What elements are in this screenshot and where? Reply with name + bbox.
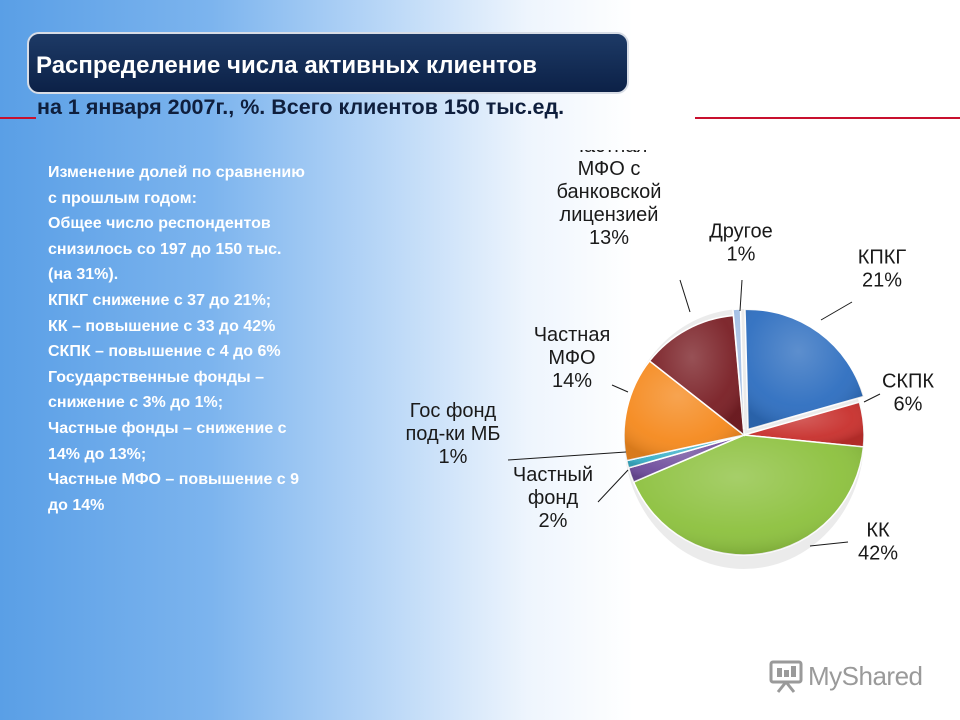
slice-value-label: 13% (589, 227, 629, 249)
title-underline-right (695, 117, 960, 119)
slice-name-label: Частная (571, 150, 648, 157)
pie-chart: КПКГ 21%СКПК 6%КК 42%Частный фонд 2%Гос фонд п… (405, 150, 934, 569)
presentation-board-icon (769, 660, 803, 693)
leader-line (611, 384, 629, 393)
note-line: снижение с 3% до 1%; (48, 394, 224, 412)
slice-name-label: под-ки МБ (405, 423, 500, 445)
pie-slice-shine (624, 360, 744, 461)
slice-name-label: КПКГ (858, 247, 907, 269)
slice-label: Другое 1% (709, 221, 773, 266)
pie-slice-shine (628, 435, 744, 483)
note-line: Государственные фонды – (48, 368, 265, 386)
slice-name-label: Частная (534, 324, 611, 346)
slice-label: Частная МФО 14% (534, 324, 611, 392)
note-line: 14% до 13%; (48, 445, 147, 463)
slice-name-label: МФО с (578, 158, 641, 180)
pie-slice-shine (633, 435, 864, 556)
leader-lines (507, 279, 881, 547)
note-line: Общее число респондентов (48, 215, 271, 233)
title-underline-left (0, 117, 36, 119)
leader-line (597, 469, 629, 503)
slice-value-label: 6% (894, 394, 923, 416)
slice-name-label: СКПК (882, 371, 934, 393)
note-line: до 14% (48, 496, 105, 514)
note-line: (на 31%). (48, 266, 119, 284)
note-line: Частные фонды – снижение с (48, 419, 287, 437)
leader-line (809, 541, 849, 547)
slice-label: СКПК 6% (882, 371, 934, 416)
pie-slice-shine (744, 402, 865, 447)
slice-name-label: фонд (528, 487, 579, 509)
slice-name-label: Частный (513, 464, 593, 486)
pie-slice-shine (649, 315, 744, 435)
leader-line (739, 279, 743, 312)
slice-label: КК 42% (858, 520, 898, 565)
slice-value-label: 1% (439, 446, 468, 468)
pie-slice-shine (745, 309, 864, 430)
slice-value-label: 14% (552, 370, 592, 392)
note-line: с прошлым годом: (48, 189, 197, 207)
note-line: снизилось со 197 до 150 тыс. (48, 240, 282, 258)
slice-value-label: 42% (858, 543, 898, 565)
leader-line (820, 301, 853, 321)
note-line: КПКГ снижение с 37 до 21%; (48, 291, 272, 309)
note-line: СКПК – повышение с 4 до 6% (48, 343, 281, 361)
slice-name-label: МФО (548, 347, 595, 369)
note-line: КК – повышение с 33 до 42% (48, 317, 276, 335)
pie-slice-shine (732, 309, 744, 430)
slice-name-label: Гос фонд (410, 400, 497, 422)
pie-slice-shine (626, 435, 744, 468)
slice-name-label: банковской (557, 181, 662, 203)
slice-name-label: лицензией (560, 204, 659, 226)
slice-label: Частный фонд 2% (513, 464, 593, 532)
slide-subtitle: на 1 января 2007г., %. Всего клиентов 15… (37, 95, 565, 119)
watermark-text: MyShared (808, 660, 923, 691)
slice-value-label: 21% (862, 270, 902, 292)
watermark: MyShared (768, 656, 923, 696)
leader-line (507, 451, 627, 461)
pie-slices (623, 308, 865, 556)
leader-line (863, 393, 881, 403)
slice-value-label: 2% (539, 510, 568, 532)
slice-name-label: Другое (709, 221, 773, 243)
leader-line (679, 279, 691, 313)
note-line: Изменение долей по сравнению (48, 164, 305, 181)
note-line: Частные МФО – повышение с 9 (48, 471, 300, 489)
slide-title: Распределение числа активных клиентов (36, 52, 537, 79)
slice-label: Гос фонд под-ки МБ 1% (405, 400, 500, 468)
slice-labels: КПКГ 21%СКПК 6%КК 42%Частный фонд 2%Гос фонд п… (405, 150, 934, 565)
title-banner (27, 32, 629, 94)
slice-label: КПКГ 21% (858, 247, 907, 292)
slice-name-label: КК (866, 520, 890, 542)
slice-value-label: 1% (727, 244, 756, 266)
change-notes: Изменение долей по сравнению с прошлым го… (48, 160, 398, 518)
